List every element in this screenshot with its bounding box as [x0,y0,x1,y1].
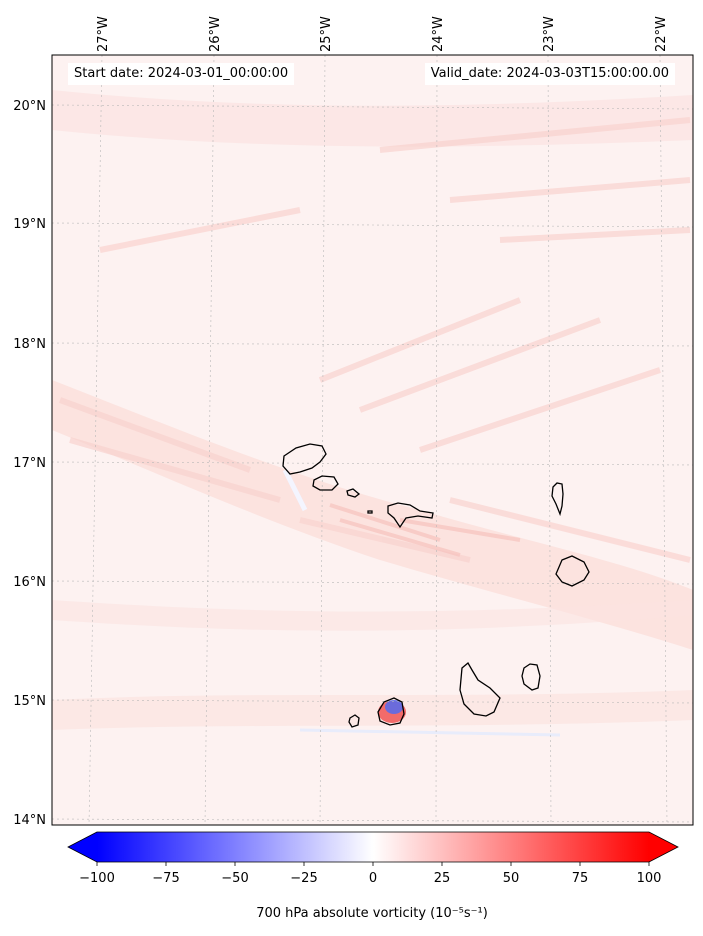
colorbar-tick: 0 [369,871,377,886]
colorbar: −100 −75 −50 −25 0 25 50 75 100 [67,831,679,886]
lat-label: 19°N [13,217,46,232]
gridlines [51,54,694,826]
colorbar-label: 700 hPa absolute vorticity (10⁻⁵s⁻¹) [256,906,488,921]
valid-date-label: Valid_date: 2024-03-03T15:00:00.00 [424,63,675,85]
island-santo-antao [282,443,327,475]
island-branco [367,510,373,514]
lat-label: 18°N [13,337,46,352]
lon-label: 24°W [431,16,446,52]
latitude-labels: 20°N 19°N 18°N 17°N 16°N 15°N 14°N [13,99,46,828]
map-frame [51,54,694,826]
lat-label: 14°N [13,813,46,828]
colorbar-tick: 50 [503,871,520,886]
colorbar-tick: −50 [221,871,248,886]
colorbar-tick: 25 [434,871,451,886]
colorbar-tick: 75 [572,871,589,886]
colorbar-tick: −25 [290,871,317,886]
island-sao-vicente [312,475,339,491]
lat-label: 20°N [13,99,46,114]
lon-label: 27°W [96,16,111,52]
island-santa-luzia [346,488,361,498]
island-sao-nicolau [387,502,434,529]
longitude-labels: 27°W 26°W 25°W 24°W 23°W 22°W [96,16,669,52]
colorbar-min-extend [68,832,97,862]
coastlines [282,443,590,728]
island-santiago [459,662,501,717]
lon-label: 23°W [542,16,557,52]
start-date-label: Start date: 2024-03-01_00:00:00 [68,63,295,85]
island-boa-vista [555,555,590,587]
lon-label: 22°W [654,16,669,52]
colorbar-tick: −100 [79,871,115,886]
lon-label: 25°W [319,16,334,52]
island-sal [551,482,564,517]
island-fogo [377,697,405,726]
lat-label: 17°N [13,456,46,471]
island-brava [348,714,360,728]
vorticity-field [52,55,693,825]
lat-label: 15°N [13,694,46,709]
colorbar-tick: 100 [637,871,662,886]
colorbar-max-extend [649,832,678,862]
lon-label: 26°W [208,16,223,52]
colorbar-gradient [97,832,649,862]
colorbar-tick: −75 [152,871,179,886]
lat-label: 16°N [13,575,46,590]
island-maio [521,663,541,691]
